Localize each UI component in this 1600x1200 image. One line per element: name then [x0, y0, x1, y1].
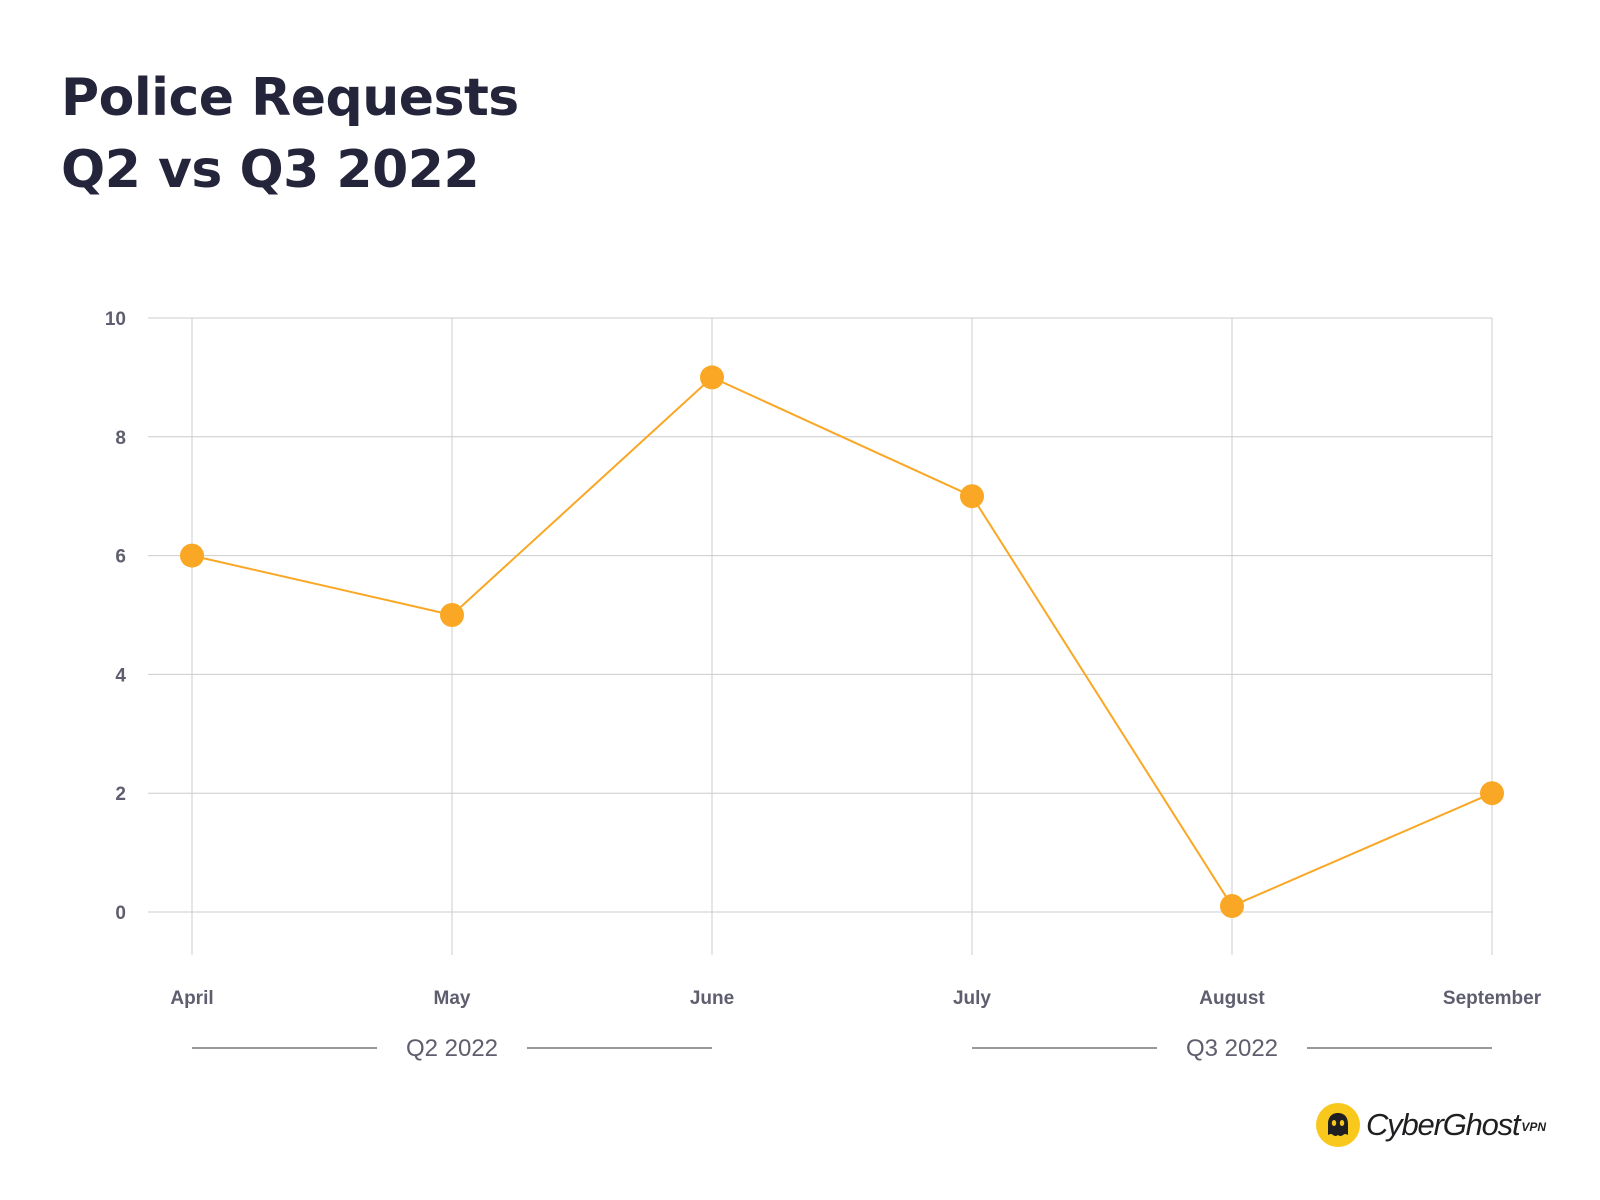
- chart-title: Police Requests Q2 vs Q3 2022: [61, 62, 519, 206]
- x-tick-label-june: June: [690, 988, 734, 1009]
- group-label-1: Q3 2022: [1186, 1035, 1278, 1062]
- group-label-0: Q2 2022: [406, 1035, 498, 1062]
- data-point-may: [440, 603, 464, 627]
- data-point-april: [180, 543, 204, 568]
- chart-title-line-2: Q2 vs Q3 2022: [61, 140, 480, 200]
- line-chart: 0 2 4 6 8 10 April May June July August September Q2…: [105, 309, 1542, 1062]
- y-tick-label-4: 4: [115, 665, 126, 686]
- data-point-august: [1220, 894, 1244, 919]
- brand-name: CyberGhost: [1366, 1107, 1521, 1142]
- data-point-june: [700, 365, 724, 390]
- brand-suffix: VPN: [1521, 1120, 1547, 1134]
- x-tick-label-september: September: [1443, 988, 1542, 1009]
- y-tick-label-0: 0: [115, 903, 126, 924]
- y-tick-label-8: 8: [115, 428, 126, 449]
- x-tick-label-may: May: [434, 988, 471, 1009]
- series-line-0: [191, 376, 1493, 908]
- x-tick-label-april: April: [170, 988, 213, 1009]
- y-tick-label-6: 6: [115, 547, 126, 568]
- data-point-september: [1480, 781, 1504, 806]
- brand-logo: CyberGhost VPN: [1316, 1102, 1546, 1148]
- ghost-icon: [1316, 1103, 1360, 1147]
- chart-title-line-1: Police Requests: [61, 68, 519, 128]
- x-tick-label-july: July: [953, 988, 991, 1009]
- data-point-july: [960, 484, 984, 509]
- y-tick-label-10: 10: [105, 309, 126, 330]
- x-tick-label-august: August: [1199, 988, 1265, 1009]
- y-tick-label-2: 2: [115, 784, 126, 805]
